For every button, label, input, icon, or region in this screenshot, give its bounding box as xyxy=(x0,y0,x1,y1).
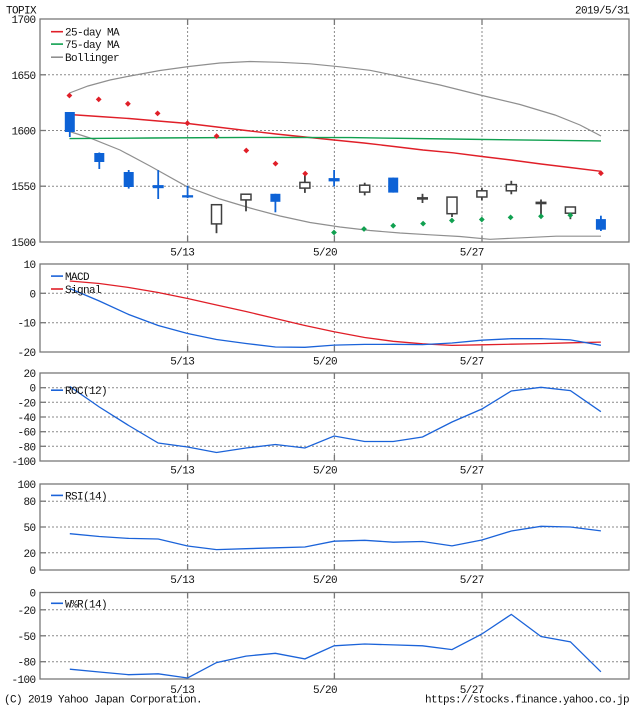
svg-text:5/27: 5/27 xyxy=(460,466,484,478)
svg-text:MACD: MACD xyxy=(65,272,90,284)
svg-text:0: 0 xyxy=(29,589,35,601)
svg-text:-80: -80 xyxy=(17,442,35,454)
svg-text:75-day MA: 75-day MA xyxy=(65,40,120,52)
svg-text:-100: -100 xyxy=(11,457,35,469)
svg-text:5/20: 5/20 xyxy=(313,466,337,478)
svg-text:-100: -100 xyxy=(11,675,35,687)
svg-text:1700: 1700 xyxy=(11,15,35,27)
svg-text:1550: 1550 xyxy=(11,182,35,194)
svg-text:-40: -40 xyxy=(17,413,35,425)
svg-text:5/13: 5/13 xyxy=(170,575,194,587)
svg-text:5/20: 5/20 xyxy=(313,575,337,587)
svg-text:W%R(14): W%R(14) xyxy=(65,599,107,611)
svg-text:0: 0 xyxy=(29,566,35,578)
svg-text:TOPIX: TOPIX xyxy=(6,6,37,18)
svg-text:2019/5/31: 2019/5/31 xyxy=(575,6,630,18)
svg-text:1600: 1600 xyxy=(11,127,35,139)
svg-text:5/27: 5/27 xyxy=(460,575,484,587)
svg-text:25-day MA: 25-day MA xyxy=(65,28,120,40)
svg-text:https://stocks.finance.yahoo.c: https://stocks.finance.yahoo.co.jp xyxy=(425,694,629,706)
svg-text:Signal: Signal xyxy=(65,285,101,297)
svg-text:Bollinger: Bollinger xyxy=(65,53,119,65)
svg-text:5/27: 5/27 xyxy=(460,685,484,697)
svg-text:RSI(14): RSI(14) xyxy=(65,491,107,503)
svg-text:80: 80 xyxy=(23,497,35,509)
svg-text:20: 20 xyxy=(23,549,35,561)
svg-text:-60: -60 xyxy=(17,428,35,440)
svg-text:5/20: 5/20 xyxy=(313,685,337,697)
svg-text:10: 10 xyxy=(23,260,35,272)
svg-text:5/13: 5/13 xyxy=(170,357,194,369)
svg-text:5/27: 5/27 xyxy=(460,357,484,369)
svg-text:1650: 1650 xyxy=(11,71,35,83)
svg-text:100: 100 xyxy=(17,480,35,492)
svg-text:(C) 2019 Yahoo Japan Corporati: (C) 2019 Yahoo Japan Corporation. xyxy=(4,694,202,706)
svg-text:-20: -20 xyxy=(17,606,35,618)
svg-text:-10: -10 xyxy=(17,319,35,331)
svg-text:ROC(12): ROC(12) xyxy=(65,386,107,398)
svg-text:-20: -20 xyxy=(17,398,35,410)
svg-text:50: 50 xyxy=(23,523,35,535)
svg-text:5/13: 5/13 xyxy=(170,248,194,260)
svg-text:-80: -80 xyxy=(17,658,35,670)
svg-text:1500: 1500 xyxy=(11,238,35,250)
svg-text:5/20: 5/20 xyxy=(313,248,337,260)
svg-text:20: 20 xyxy=(23,369,35,381)
svg-text:0: 0 xyxy=(29,384,35,396)
svg-text:5/27: 5/27 xyxy=(460,248,484,260)
svg-text:-20: -20 xyxy=(17,348,35,360)
svg-text:5/13: 5/13 xyxy=(170,685,194,697)
svg-text:5/20: 5/20 xyxy=(313,357,337,369)
svg-text:-50: -50 xyxy=(17,632,35,644)
svg-text:0: 0 xyxy=(29,289,35,301)
svg-text:5/13: 5/13 xyxy=(170,466,194,478)
